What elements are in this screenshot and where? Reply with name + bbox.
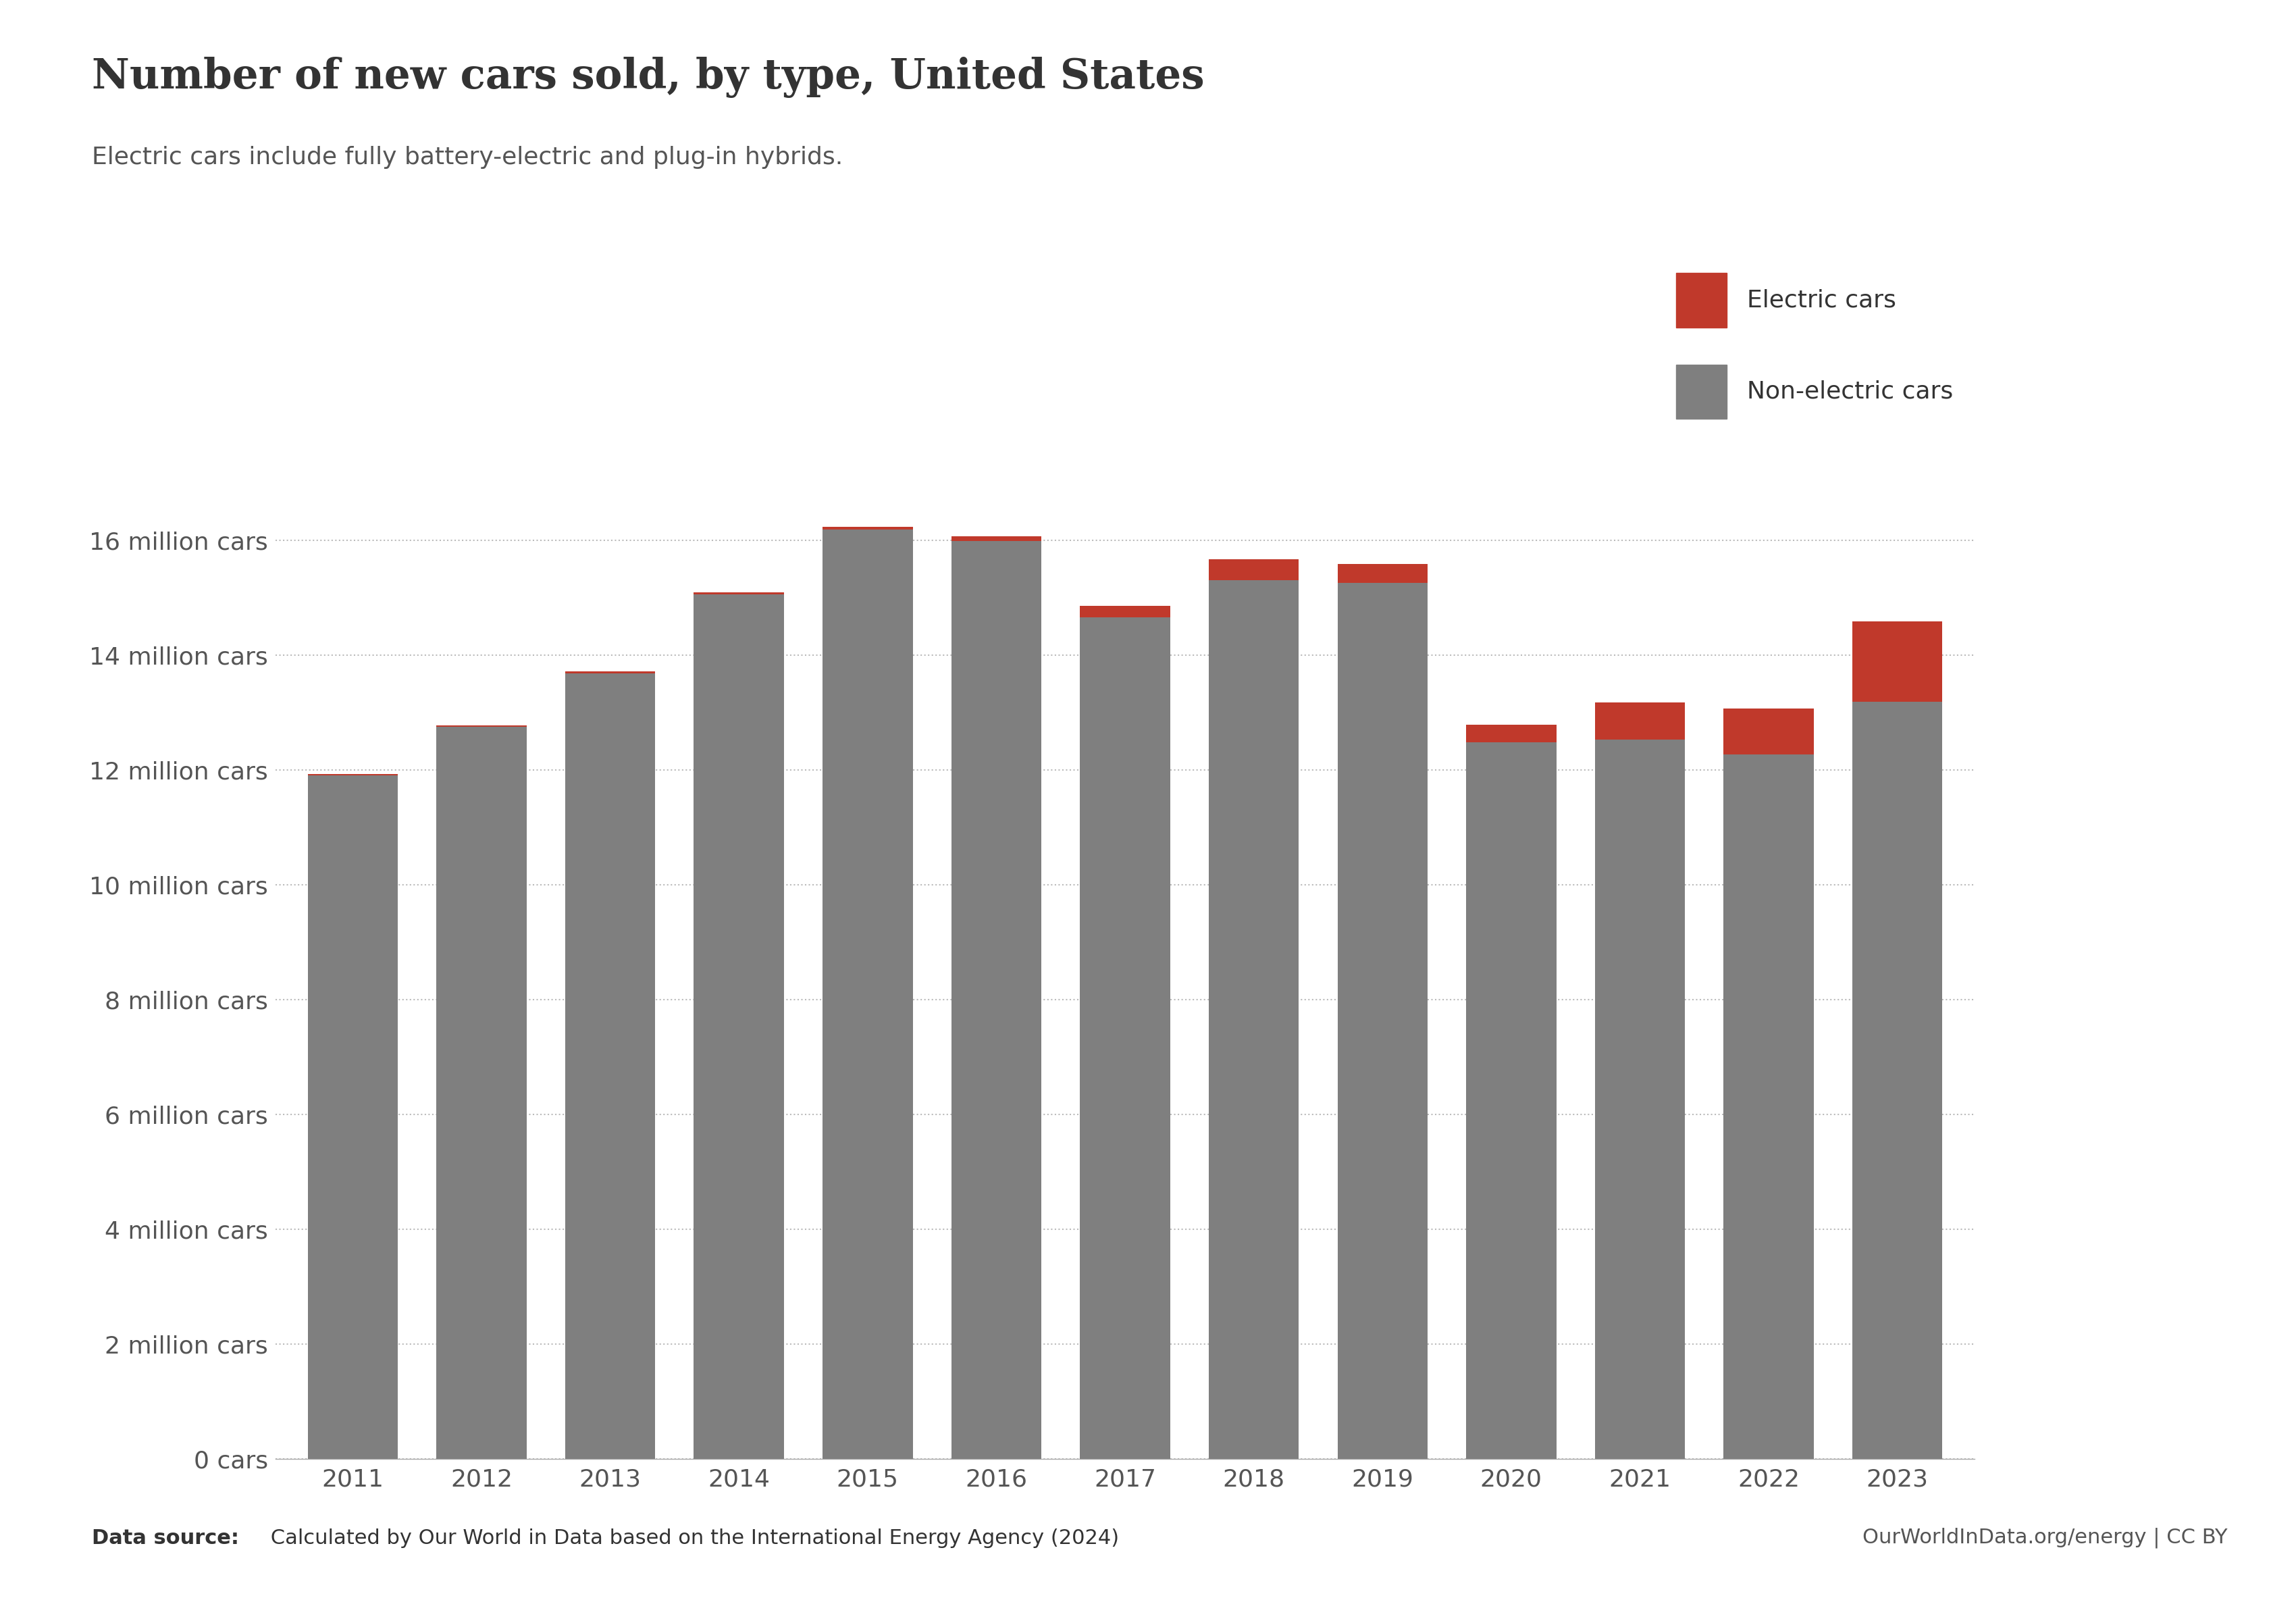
Bar: [1467, 742, 1557, 1459]
Bar: [822, 527, 912, 530]
Bar: [1596, 702, 1685, 739]
Bar: [1676, 365, 1727, 418]
Bar: [1208, 559, 1300, 580]
Text: Our World: Our World: [2117, 79, 2234, 99]
Bar: [1079, 606, 1171, 618]
Bar: [1596, 739, 1685, 1459]
Bar: [436, 726, 526, 1459]
Bar: [308, 775, 397, 1459]
Bar: [1208, 580, 1300, 1459]
Text: Electric cars include fully battery-electric and plug-in hybrids.: Electric cars include fully battery-elec…: [92, 146, 843, 169]
Text: Number of new cars sold, by type, United States: Number of new cars sold, by type, United…: [92, 57, 1205, 97]
Bar: [565, 673, 654, 1459]
Text: Calculated by Our World in Data based on the International Energy Agency (2024): Calculated by Our World in Data based on…: [264, 1529, 1118, 1548]
Bar: [1724, 754, 1814, 1459]
Bar: [951, 541, 1042, 1459]
Text: in Data: in Data: [2133, 125, 2218, 144]
Bar: [1336, 584, 1428, 1459]
Bar: [1853, 621, 1942, 702]
Bar: [1853, 702, 1942, 1459]
Text: Data source:: Data source:: [92, 1529, 239, 1548]
Bar: [1676, 272, 1727, 327]
Text: Non-electric cars: Non-electric cars: [1747, 381, 1954, 404]
Bar: [1724, 708, 1814, 754]
Bar: [1079, 618, 1171, 1459]
Bar: [951, 537, 1042, 541]
Bar: [1336, 564, 1428, 584]
Bar: [1467, 725, 1557, 742]
Text: Electric cars: Electric cars: [1747, 289, 1896, 311]
Text: OurWorldInData.org/energy | CC BY: OurWorldInData.org/energy | CC BY: [1862, 1527, 2227, 1548]
Bar: [822, 530, 912, 1459]
Bar: [693, 592, 783, 595]
Bar: [693, 595, 783, 1459]
Bar: [565, 671, 654, 673]
